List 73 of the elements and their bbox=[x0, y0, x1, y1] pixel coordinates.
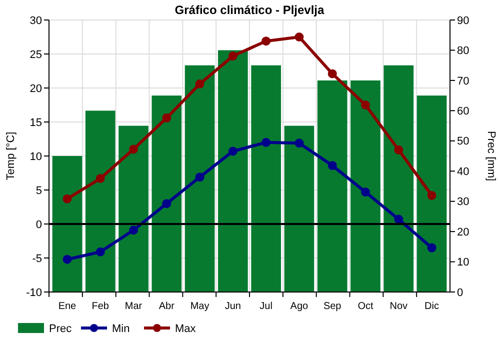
point bbox=[162, 199, 172, 208]
y2-tick-label: 10 bbox=[457, 256, 470, 269]
point bbox=[360, 188, 370, 197]
point bbox=[195, 79, 204, 88]
bar bbox=[384, 65, 414, 292]
point bbox=[360, 100, 370, 110]
y-tick-label: 0 bbox=[36, 218, 42, 231]
point bbox=[394, 214, 404, 224]
bar bbox=[52, 156, 82, 292]
point bbox=[96, 247, 105, 256]
x-tick-label: Jun bbox=[224, 301, 241, 312]
point bbox=[96, 174, 105, 183]
point bbox=[129, 144, 138, 154]
point bbox=[294, 32, 304, 42]
y2-axis-title: Prec [mm] bbox=[485, 130, 497, 182]
y-tick-label: 20 bbox=[30, 82, 42, 95]
x-tick-label: Oct bbox=[358, 301, 374, 312]
y2-tick-label: 40 bbox=[457, 166, 470, 178]
bar bbox=[284, 126, 314, 292]
y-tick-label: 5 bbox=[36, 184, 42, 197]
point bbox=[294, 138, 304, 148]
point bbox=[195, 172, 204, 182]
x-tick-label: Abr bbox=[158, 301, 176, 312]
y2-tick-label: 30 bbox=[457, 196, 470, 208]
bar bbox=[184, 65, 215, 292]
x-tick-label: Jul bbox=[260, 301, 272, 312]
point bbox=[262, 138, 271, 147]
x-tick-label: Feb bbox=[92, 301, 110, 312]
bar bbox=[416, 96, 447, 292]
legend-label: Max bbox=[175, 322, 196, 335]
bar bbox=[218, 50, 248, 292]
x-tick-label: May bbox=[190, 301, 210, 312]
y-tick-label: 30 bbox=[30, 14, 42, 27]
x-tick-label: Dic bbox=[424, 301, 439, 312]
y-tick-label: 25 bbox=[30, 48, 42, 61]
y2-tick-label: 60 bbox=[457, 106, 470, 118]
y-tick-label: -10 bbox=[26, 286, 42, 299]
point bbox=[62, 194, 72, 204]
x-tick-label: Mar bbox=[124, 301, 143, 312]
point bbox=[228, 52, 238, 61]
y2-tick-label: 0 bbox=[457, 286, 464, 299]
bar bbox=[118, 126, 148, 292]
bar bbox=[152, 96, 182, 292]
y2-tick-label: 70 bbox=[457, 75, 470, 88]
y2-tick-label: 50 bbox=[457, 136, 470, 148]
point bbox=[162, 113, 172, 122]
y2-tick-label: 80 bbox=[457, 45, 470, 58]
bar bbox=[85, 110, 116, 292]
bar bbox=[317, 80, 348, 292]
point bbox=[427, 190, 436, 200]
x-tick-label: Ene bbox=[58, 301, 77, 312]
point bbox=[328, 161, 337, 170]
legend-label: Min bbox=[112, 322, 130, 335]
point bbox=[394, 145, 404, 154]
point bbox=[262, 36, 271, 46]
point bbox=[228, 146, 238, 156]
x-tick-label: Ago bbox=[290, 301, 309, 312]
y2-tick-label: 20 bbox=[457, 226, 470, 238]
y-axis-title: Temp [°C] bbox=[5, 132, 17, 180]
chart-title: Gráfico climático - Pljevlja bbox=[174, 3, 325, 17]
point bbox=[328, 69, 337, 78]
y2-tick-label: 90 bbox=[457, 14, 470, 27]
y-tick-label: 10 bbox=[30, 150, 42, 163]
x-tick-label: Nov bbox=[390, 301, 408, 312]
point bbox=[129, 226, 138, 235]
y-tick-label: -5 bbox=[32, 252, 42, 265]
bar bbox=[350, 80, 380, 292]
y-tick-label: 15 bbox=[30, 116, 42, 129]
x-tick-label: Sep bbox=[323, 301, 342, 312]
point bbox=[62, 254, 72, 264]
legend-label: Prec bbox=[49, 322, 72, 335]
point bbox=[427, 243, 436, 252]
bar bbox=[251, 65, 281, 292]
